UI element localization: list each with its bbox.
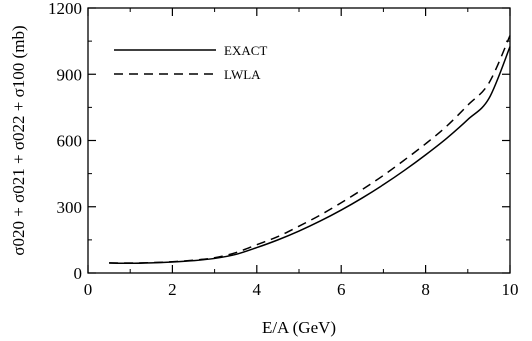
series-layer — [109, 35, 511, 265]
ticks-layer: 0 2 4 6 8 10 0 300 600 900 1200 — [48, 0, 519, 299]
x-tick-label: 10 — [502, 280, 519, 299]
y-tick-label: 1200 — [48, 0, 82, 18]
plot-frame — [87, 7, 511, 274]
legend-label-lwla: LWLA — [224, 67, 261, 82]
y-tick-label: 600 — [57, 132, 83, 151]
x-axis-title: E/A (GeV) — [262, 318, 336, 337]
x-tick-label: 0 — [84, 280, 93, 299]
series-line-exact — [109, 46, 511, 265]
x-tick-label: 2 — [168, 280, 177, 299]
legend-label-exact: EXACT — [224, 43, 267, 58]
y-axis-title: σ020 + σ021 + σ022 + σ100 (mb) — [9, 25, 28, 255]
y-tick-label: 300 — [57, 198, 83, 217]
series-line-lwla — [109, 35, 511, 264]
x-tick-label: 4 — [253, 280, 262, 299]
y-tick-label: 900 — [57, 65, 83, 84]
x-tick-label: 8 — [421, 280, 430, 299]
y-tick-label: 0 — [74, 264, 83, 283]
legend: EXACT LWLA — [114, 43, 267, 82]
x-tick-label: 6 — [337, 280, 346, 299]
